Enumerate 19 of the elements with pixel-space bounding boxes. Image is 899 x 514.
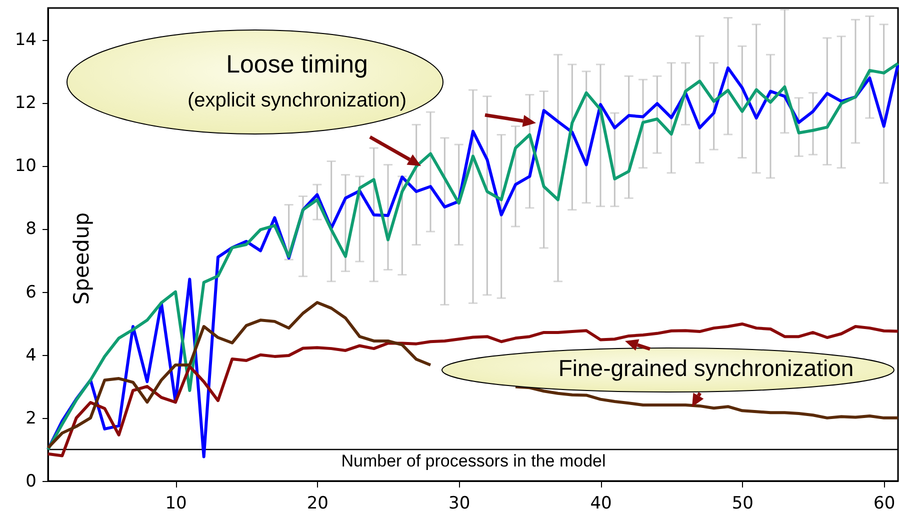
annotation: Loose timing: [226, 50, 368, 79]
y-tick-label: 14: [14, 30, 36, 50]
y-axis-title: Speedup: [70, 212, 94, 305]
y-tick-label: 12: [14, 93, 36, 114]
annotation: (explicit synchronization): [188, 89, 406, 112]
y-tick-label: 8: [26, 219, 36, 240]
x-tick-label: 10: [165, 494, 187, 514]
annotation: Fine-grained synchronization: [558, 355, 854, 382]
x-tick-label: 20: [306, 494, 328, 514]
y-tick-label: 10: [14, 156, 36, 176]
x-tick-label: 30: [448, 494, 470, 514]
y-tick-label: 4: [26, 345, 36, 366]
x-tick-label: 60: [874, 494, 896, 514]
x-tick-label: 50: [732, 494, 754, 514]
x-tick-label: 40: [590, 494, 612, 514]
x-axis-title: Number of processors in the model: [341, 452, 606, 470]
y-tick-label: 2: [26, 408, 36, 428]
y-tick-label: 6: [26, 282, 36, 302]
y-tick-label: 0: [26, 472, 36, 492]
